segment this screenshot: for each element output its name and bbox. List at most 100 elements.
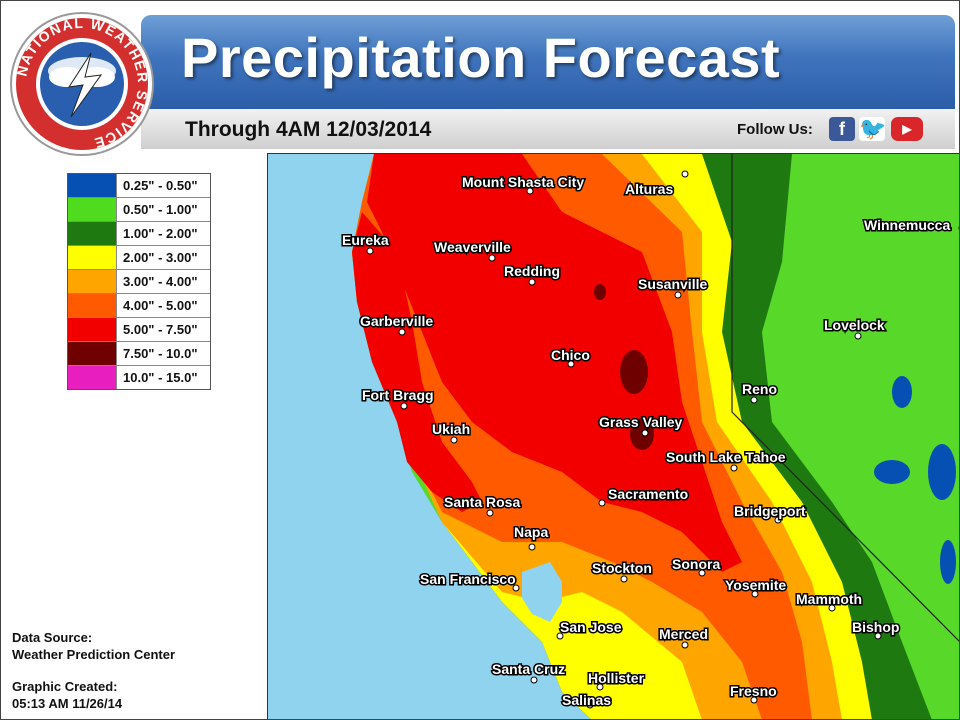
city-dot (366, 247, 374, 255)
legend-item: 2.00" - 3.00" (68, 246, 210, 270)
city-label: Fort Bragg (362, 387, 434, 403)
city-dot (750, 696, 758, 704)
city-marker: Susanville (637, 275, 709, 299)
legend-item: 5.00" - 7.50" (68, 318, 210, 342)
legend-label: 5.00" - 7.50" (123, 322, 198, 337)
map-canvas: Mount Shasta City Alturas Eureka Weavervill… (268, 154, 959, 719)
city-label: Santa Cruz (492, 661, 565, 677)
city-dot (874, 632, 882, 640)
legend-item: 7.50" - 10.0" (68, 342, 210, 366)
city-marker: Hollister (587, 669, 646, 691)
source-info: Data Source: Weather Prediction Center G… (12, 629, 175, 712)
city-marker: Sonora (671, 555, 722, 577)
legend-item: 0.50" - 1.00" (68, 198, 210, 222)
city-marker: Lovelock (823, 316, 886, 340)
legend-label: 0.25" - 0.50" (123, 178, 198, 193)
city-dot (556, 632, 564, 640)
city-marker: Bridgeport (733, 502, 807, 524)
city-label: Sacramento (608, 486, 688, 502)
legend-label: 7.50" - 10.0" (123, 346, 198, 361)
legend-item: 3.00" - 4.00" (68, 270, 210, 294)
forecast-period: Through 4AM 12/03/2014 (185, 118, 432, 141)
zone-coastal-red (352, 212, 482, 512)
city-marker: Garberville (359, 312, 435, 336)
zone-0-25in-a (874, 460, 910, 484)
city-label: Merced (659, 626, 708, 642)
city-label: Grass Valley (599, 414, 683, 430)
city-label: Sonora (672, 556, 720, 572)
legend-swatch (68, 294, 117, 317)
title-banner: Precipitation Forecast (141, 15, 955, 109)
city-label: Reno (742, 381, 777, 397)
legend-item: 1.00" - 2.00" (68, 222, 210, 246)
city-label: Bridgeport (734, 503, 806, 519)
city-dot (488, 254, 496, 262)
city-label: Stockton (592, 560, 652, 576)
legend-swatch (68, 246, 117, 269)
follow-us-label: Follow Us: (737, 121, 813, 138)
zone-7-10in-a (620, 350, 648, 394)
city-label: San Francisco (420, 571, 516, 587)
city-marker: Mount Shasta City (461, 173, 586, 195)
city-dot (596, 683, 604, 691)
city-dot (528, 278, 536, 286)
city-dot (750, 396, 758, 404)
graphic-created-value: 05:13 AM 11/26/14 (12, 696, 123, 711)
zone-5-7in (367, 154, 742, 572)
city-label: Garberville (360, 313, 433, 329)
data-source-label: Data Source: (12, 630, 93, 645)
legend-swatch (68, 222, 117, 245)
legend-label: 10.0" - 15.0" (123, 370, 198, 385)
legend-item: 4.00" - 5.00" (68, 294, 210, 318)
twitter-icon[interactable]: 🐦 (859, 116, 887, 141)
zone-7-10in-c (594, 284, 606, 300)
city-label: South Lake Tahoe (666, 449, 786, 465)
legend-label: 3.00" - 4.00" (123, 274, 198, 289)
city-label: Ukiah (432, 421, 470, 437)
city-marker: Salinas (561, 691, 613, 710)
city-label: San Jose (560, 619, 622, 635)
legend-label: 2.00" - 3.00" (123, 250, 198, 265)
city-label: Mammoth (796, 591, 862, 607)
facebook-icon[interactable]: f (829, 117, 855, 141)
city-dot (586, 701, 594, 709)
zone-0-25in-c (892, 376, 912, 408)
city-marker: Eureka (341, 231, 390, 255)
city-label: Napa (514, 524, 548, 540)
city-dot (512, 584, 520, 592)
legend-swatch (68, 198, 117, 221)
city-label: Mount Shasta City (462, 174, 584, 190)
legend-label: 0.50" - 1.00" (123, 202, 198, 217)
zone-0-25in-d (940, 540, 956, 584)
city-marker: Napa (513, 523, 550, 551)
city-label: Winnemucca (864, 217, 950, 233)
city-label: Santa Rosa (444, 494, 520, 510)
city-label: Eureka (342, 232, 389, 248)
legend-swatch (68, 342, 117, 365)
city-dot (730, 464, 738, 472)
subtitle-bar: Through 4AM 12/03/2014 Follow Us: f 🐦 ▶ (141, 109, 955, 149)
city-marker: Alturas (624, 170, 689, 199)
legend-swatch (68, 174, 117, 197)
nws-logo: NATIONAL WEATHER SERVICE (10, 12, 154, 156)
city-dot (528, 543, 536, 551)
legend-item: 10.0" - 15.0" (68, 366, 210, 389)
legend-swatch (68, 318, 117, 341)
legend-swatch (68, 366, 117, 389)
city-marker: Grass Valley (598, 413, 684, 437)
legend-swatch (68, 270, 117, 293)
legend-label: 1.00" - 2.00" (123, 226, 198, 241)
legend-label: 4.00" - 5.00" (123, 298, 198, 313)
youtube-icon[interactable]: ▶ (891, 117, 923, 141)
city-dot (674, 291, 682, 299)
city-marker: Chico (550, 346, 591, 368)
city-label: Lovelock (824, 317, 885, 333)
city-marker: San Francisco (419, 570, 520, 592)
city-dot (698, 569, 706, 577)
city-dot (526, 187, 534, 195)
city-label: Susanville (638, 276, 707, 292)
city-dot (450, 436, 458, 444)
city-dot (530, 676, 538, 684)
city-dot (681, 641, 689, 649)
